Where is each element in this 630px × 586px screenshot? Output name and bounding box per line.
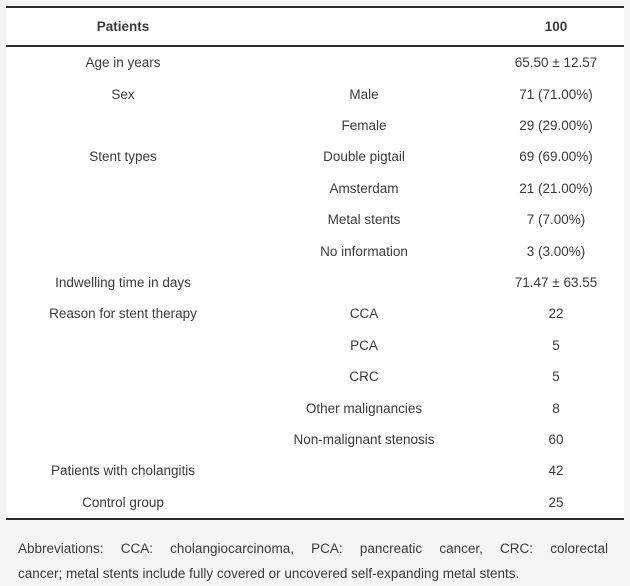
subcategory-cell: Metal stents — [327, 212, 401, 228]
value-cell: 42 — [548, 463, 564, 479]
value-cell: 29 (29.00%) — [519, 118, 593, 134]
value-cell: 3 (3.00%) — [526, 243, 586, 259]
subcategory-cell: No information — [320, 243, 408, 259]
subcategory-cell: PCA — [350, 337, 378, 353]
table-rows: Age in years 65.50 ± 12.57 Sex Male 71 (71.0… — [6, 47, 624, 518]
subcategory-cell: CCA — [349, 306, 379, 322]
value-cell: 5 — [552, 369, 560, 385]
subcategory-cell: Double pigtail — [323, 149, 405, 165]
table-row: Other malignancies 8 — [6, 392, 624, 423]
table-row: Amsterdam 21 (21.00%) — [6, 173, 624, 204]
subcategory-cell: Female — [341, 118, 387, 134]
value-cell: 65.50 ± 12.57 — [514, 55, 598, 71]
table-row: No information 3 (3.00%) — [6, 235, 624, 266]
subcategory-cell: Other malignancies — [305, 400, 423, 416]
value-cell: 71.47 ± 63.55 — [514, 275, 598, 291]
table-row: Control group 25 — [6, 487, 624, 518]
patients-characteristics-table: Patients 100 Age in years 65.50 ± 12.57 Se… — [6, 6, 624, 520]
table-row: Age in years 65.50 ± 12.57 — [6, 47, 624, 78]
value-cell: 60 — [548, 432, 564, 448]
table-row: Reason for stent therapy CCA 22 — [6, 298, 624, 329]
value-cell: 71 (71.00%) — [519, 86, 593, 102]
value-cell: 8 — [552, 400, 560, 416]
header-total-value: 100 — [544, 19, 568, 34]
table-row: Patients with cholangitis 42 — [6, 455, 624, 486]
value-cell: 22 — [548, 306, 564, 322]
category-cell: Indwelling time in days — [55, 275, 191, 291]
value-cell: 25 — [548, 494, 564, 510]
value-cell: 5 — [552, 337, 560, 353]
category-cell: Age in years — [85, 55, 161, 71]
category-cell: Patients with cholangitis — [50, 463, 196, 479]
value-cell: 69 (69.00%) — [519, 149, 593, 165]
category-cell: Control group — [82, 494, 164, 510]
value-cell: 21 (21.00%) — [519, 180, 593, 196]
footnote-line-2: cancer; metal stents include fully cover… — [18, 566, 520, 581]
table-footnote: Abbreviations: CCA: cholangiocarcinoma, … — [18, 536, 608, 586]
subcategory-cell: Amsterdam — [329, 180, 399, 196]
category-cell: Sex — [111, 86, 135, 102]
table-row: Female 29 (29.00%) — [6, 110, 624, 141]
value-cell: 7 (7.00%) — [526, 212, 586, 228]
table-row: CRC 5 — [6, 361, 624, 392]
table-row: Metal stents 7 (7.00%) — [6, 204, 624, 235]
table-row: Sex Male 71 (71.00%) — [6, 78, 624, 109]
subcategory-cell: Male — [349, 86, 379, 102]
table-row: Non-malignant stenosis 60 — [6, 424, 624, 455]
table-row: PCA 5 — [6, 330, 624, 361]
subcategory-cell: Non-malignant stenosis — [293, 432, 435, 448]
table-row: Indwelling time in days 71.47 ± 63.55 — [6, 267, 624, 298]
footnote-line-1: Abbreviations: CCA: cholangiocarcinoma, … — [18, 541, 608, 556]
header-patients-label: Patients — [96, 19, 150, 34]
table-header-row: Patients 100 — [6, 8, 624, 47]
subcategory-cell: CRC — [349, 369, 379, 385]
category-cell: Stent types — [89, 149, 157, 165]
category-cell: Reason for stent therapy — [49, 306, 197, 322]
table-row: Stent types Double pigtail 69 (69.00%) — [6, 141, 624, 172]
